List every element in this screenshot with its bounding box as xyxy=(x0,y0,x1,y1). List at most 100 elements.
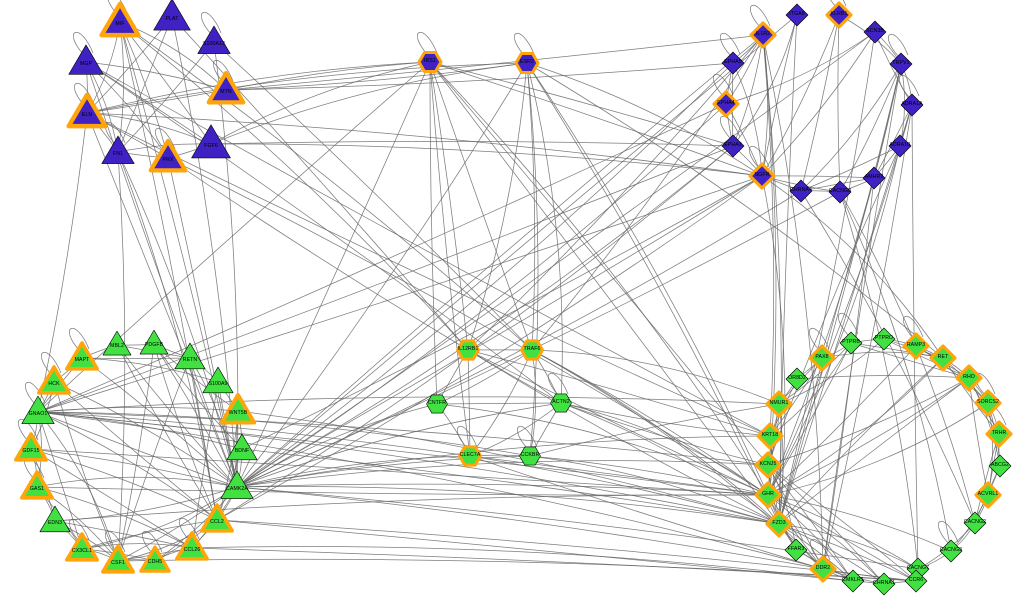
triangle-shape xyxy=(139,329,169,355)
graph-edge xyxy=(30,448,769,496)
graph-edge xyxy=(467,34,764,351)
graph-edge xyxy=(467,349,780,525)
diamond-shape xyxy=(939,539,963,563)
graph-edge xyxy=(469,455,780,525)
graph-edge xyxy=(119,21,469,351)
graph-edge xyxy=(467,349,769,496)
diamond-shape xyxy=(863,20,887,44)
triangle-shape xyxy=(220,470,254,499)
graph-edge xyxy=(429,61,769,466)
graph-edge xyxy=(560,402,780,525)
graph-edge xyxy=(30,448,218,521)
triangle-shape xyxy=(219,393,257,425)
triangle-shape xyxy=(65,532,99,562)
graph-edge xyxy=(236,31,876,488)
self-loop-edge xyxy=(73,32,94,55)
hexagon-shape xyxy=(426,394,448,414)
graph-edge xyxy=(236,34,764,488)
graph-edge xyxy=(241,175,763,450)
graph-edge xyxy=(236,103,727,488)
graph-edge xyxy=(767,402,989,496)
graph-edge xyxy=(236,403,438,488)
graph-edge xyxy=(732,14,798,147)
triangle-shape xyxy=(206,70,246,105)
diamond-shape xyxy=(872,572,896,596)
self-loop-edge xyxy=(41,352,62,375)
triangle-shape xyxy=(175,531,209,561)
graph-edge xyxy=(37,411,531,457)
triangle-shape xyxy=(37,365,71,395)
graph-edge xyxy=(761,31,876,177)
graph-edge xyxy=(560,402,769,466)
graph-edge xyxy=(767,494,952,552)
graph-edge xyxy=(36,486,193,549)
diamond-shape xyxy=(785,367,809,391)
diamond-shape xyxy=(963,511,987,535)
graph-edge xyxy=(767,145,901,466)
graph-edge xyxy=(767,145,901,496)
diamond-shape xyxy=(902,332,930,360)
self-loop-edge xyxy=(105,531,126,554)
graph-edge xyxy=(767,377,970,466)
graph-edge xyxy=(225,61,431,91)
graph-edge xyxy=(36,476,238,488)
triangle-shape xyxy=(65,341,99,371)
diamond-shape xyxy=(828,180,852,204)
graph-edge xyxy=(236,402,562,488)
self-loop-edge xyxy=(838,313,859,336)
graph-edge xyxy=(37,175,763,413)
graph-edge xyxy=(236,455,471,488)
diamond-shape xyxy=(825,1,853,29)
graph-edge xyxy=(53,381,218,521)
graph-edge xyxy=(526,62,763,177)
graph-edge xyxy=(119,21,533,351)
graph-edge xyxy=(429,61,780,525)
diamond-shape xyxy=(929,344,957,372)
graph-edge xyxy=(54,520,193,549)
graph-edge xyxy=(800,190,976,524)
graph-edge xyxy=(767,494,854,582)
graph-edge xyxy=(117,151,126,562)
graph-edge xyxy=(778,63,902,525)
self-loop-edge xyxy=(830,0,847,8)
diamond-shape xyxy=(888,134,912,158)
graph-edge xyxy=(767,345,917,496)
triangle-shape xyxy=(197,25,231,54)
graph-edge xyxy=(560,402,769,496)
graph-edge xyxy=(778,377,970,525)
graph-edge xyxy=(236,62,734,488)
graph-edge xyxy=(216,145,734,521)
graph-edge xyxy=(241,448,780,525)
graph-edge xyxy=(225,62,734,91)
graph-edge xyxy=(54,494,769,522)
graph-edge xyxy=(762,34,824,570)
diamond-shape xyxy=(841,569,865,593)
graph-edge xyxy=(429,61,469,351)
self-loop-edge xyxy=(213,60,234,83)
graph-edge xyxy=(30,448,193,549)
self-loop-edge xyxy=(720,33,741,56)
self-loop-edge xyxy=(720,116,741,139)
graph-edge xyxy=(191,547,917,582)
graph-edge xyxy=(236,483,769,496)
self-loop-edge xyxy=(713,74,734,97)
graph-edge xyxy=(778,523,917,582)
graph-edge xyxy=(117,357,191,562)
self-loop-edge xyxy=(105,122,126,145)
diamond-shape xyxy=(988,454,1012,478)
triangle-shape xyxy=(153,0,191,31)
graph-edge xyxy=(767,357,944,496)
graph-edge xyxy=(429,61,769,496)
graph-edge xyxy=(436,403,769,496)
graph-edge xyxy=(796,375,970,380)
graph-edge xyxy=(822,63,902,570)
graph-edge xyxy=(153,343,238,488)
graph-edge xyxy=(30,448,238,488)
diamond-shape xyxy=(785,3,809,27)
self-loop-edge xyxy=(899,75,920,98)
graph-edge xyxy=(119,21,218,521)
graph-edge xyxy=(469,455,769,496)
